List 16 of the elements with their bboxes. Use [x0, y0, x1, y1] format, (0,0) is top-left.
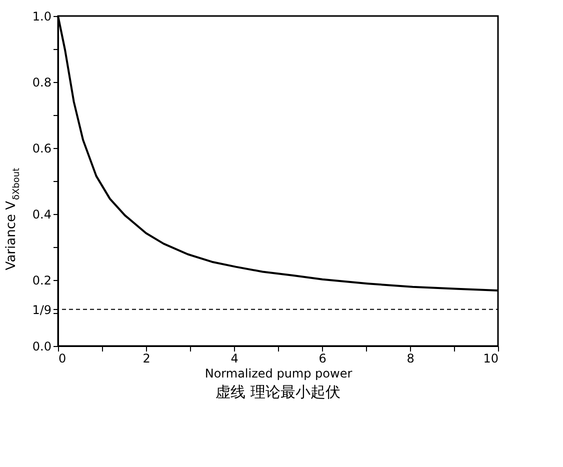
y-tick-label: 1/9	[32, 302, 52, 317]
y-tick-label: 0.8	[32, 76, 52, 90]
x-tick-label: 4	[230, 352, 238, 366]
y-tick-label: 0.0	[32, 340, 52, 354]
text: 虚线 理论最小起伏	[216, 383, 340, 401]
x-tick-label: 8	[406, 352, 414, 366]
x-tick-label: 2	[142, 352, 150, 366]
y-tick-label: 0.6	[32, 142, 52, 156]
x-tick-label: 10	[483, 352, 498, 366]
x-axis-title: Normalized pump power	[204, 366, 352, 380]
x-tick-label: 0	[58, 352, 66, 366]
y-tick-label: 1.0	[32, 10, 52, 24]
x-tick-label: 6	[318, 352, 326, 366]
y-tick-label: 0.2	[32, 274, 52, 288]
y-axis-title: Variance VδXbout	[4, 167, 22, 270]
y-tick-label: 0.4	[32, 208, 52, 222]
